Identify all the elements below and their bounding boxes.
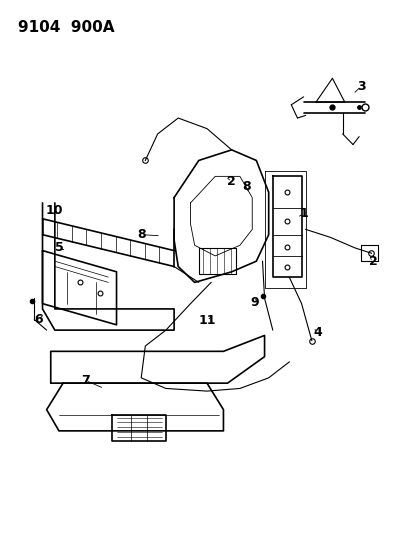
Text: 11: 11 [198,314,215,327]
Text: 2: 2 [368,255,377,268]
Text: 10: 10 [45,204,63,217]
Text: 9: 9 [249,296,258,309]
Text: 5: 5 [55,241,63,254]
Text: 2: 2 [227,175,235,188]
Text: 4: 4 [313,326,322,340]
Text: 8: 8 [137,228,145,241]
Text: 7: 7 [81,374,90,387]
Text: 6: 6 [34,313,43,326]
Text: 3: 3 [356,80,365,93]
Text: 9104  900A: 9104 900A [18,20,114,35]
Text: 8: 8 [241,181,250,193]
Text: 1: 1 [299,207,307,220]
